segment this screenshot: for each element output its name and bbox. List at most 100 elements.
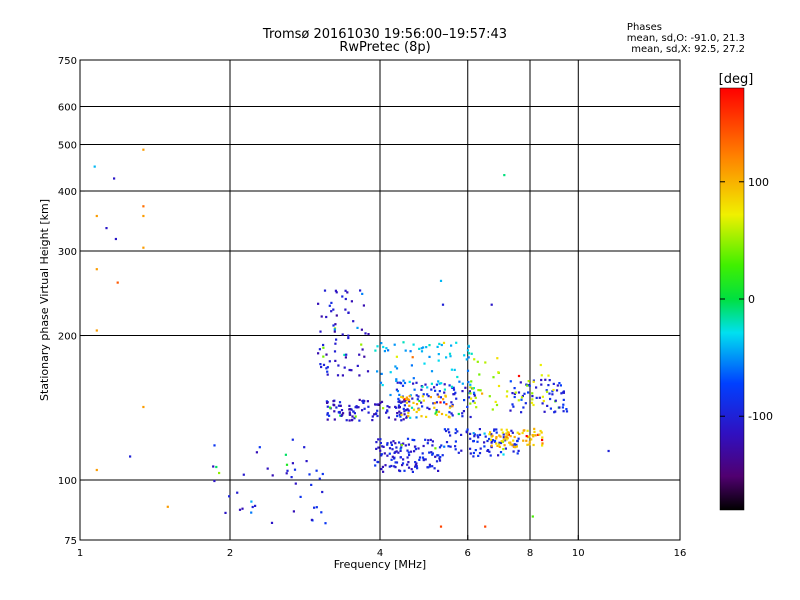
data-point <box>497 454 500 457</box>
data-point <box>393 465 396 468</box>
data-point <box>344 297 347 301</box>
data-point <box>422 346 425 349</box>
data-point <box>380 453 383 456</box>
data-point <box>371 419 374 422</box>
data-point <box>395 406 398 409</box>
data-point <box>523 392 526 395</box>
data-point <box>341 295 344 298</box>
data-point <box>396 390 399 393</box>
data-point <box>415 394 418 397</box>
data-point <box>540 431 543 434</box>
data-point <box>513 387 516 390</box>
data-point <box>505 438 508 441</box>
data-point <box>218 471 221 475</box>
data-point <box>469 437 472 440</box>
data-point <box>438 342 441 345</box>
chart-title-line-1: Tromsø 20161030 19:56:00–19:57:43 <box>262 27 508 42</box>
data-point <box>343 353 346 356</box>
data-point <box>513 392 516 395</box>
data-point <box>321 472 324 476</box>
data-point <box>414 465 417 468</box>
data-point <box>285 463 289 466</box>
data-point <box>380 400 384 403</box>
data-point <box>326 412 329 415</box>
data-point <box>318 477 321 480</box>
data-point <box>469 432 472 435</box>
data-point <box>318 348 321 351</box>
data-point <box>469 415 472 419</box>
data-point <box>422 444 425 448</box>
data-point <box>410 406 414 409</box>
data-point <box>407 409 410 412</box>
data-point <box>398 441 401 444</box>
data-point <box>477 389 480 392</box>
data-point <box>505 428 508 431</box>
data-point <box>454 428 457 431</box>
data-point <box>291 462 294 465</box>
data-point <box>403 381 407 385</box>
data-point <box>511 403 514 406</box>
data-point <box>532 379 535 382</box>
data-point <box>483 445 486 448</box>
data-point <box>363 407 366 410</box>
data-point <box>505 432 508 435</box>
data-point <box>513 445 517 449</box>
data-point <box>323 289 327 292</box>
data-point <box>333 328 336 331</box>
data-point <box>348 413 351 416</box>
data-point <box>348 419 351 422</box>
data-point <box>412 377 415 380</box>
data-point <box>517 449 520 452</box>
data-point <box>476 360 479 363</box>
data-point <box>466 405 469 408</box>
data-point <box>417 395 420 398</box>
data-point <box>347 336 350 340</box>
data-point <box>548 392 551 395</box>
data-point <box>341 333 344 336</box>
data-point <box>328 360 331 363</box>
data-point <box>461 415 464 418</box>
data-point <box>526 443 529 446</box>
data-point <box>428 463 431 466</box>
data-point <box>313 506 316 509</box>
data-point <box>382 470 385 473</box>
data-point <box>491 434 494 437</box>
data-point <box>558 382 561 385</box>
data-point <box>388 447 392 450</box>
data-point <box>361 348 364 351</box>
data-point <box>422 399 425 402</box>
data-point <box>499 441 503 445</box>
x-tick-label: 6 <box>465 548 471 559</box>
data-point <box>467 381 470 384</box>
data-point <box>351 418 354 421</box>
data-point <box>452 388 456 391</box>
data-point <box>411 438 414 441</box>
data-point <box>511 443 514 446</box>
data-point <box>521 431 524 435</box>
data-point <box>499 435 502 438</box>
data-point <box>451 403 454 406</box>
data-point <box>497 384 501 388</box>
data-point <box>421 456 425 459</box>
data-point <box>413 439 416 442</box>
data-point <box>509 435 512 438</box>
data-point <box>514 391 517 394</box>
data-point <box>490 441 493 444</box>
data-point <box>473 358 476 361</box>
data-point <box>395 378 398 381</box>
data-point <box>334 342 337 345</box>
data-point <box>560 392 563 395</box>
data-point <box>236 491 239 494</box>
data-point <box>426 393 429 396</box>
data-point <box>406 456 409 459</box>
data-point <box>413 388 416 391</box>
data-point <box>414 461 417 464</box>
data-point <box>491 408 494 411</box>
data-point <box>380 342 383 345</box>
data-point <box>363 355 366 358</box>
data-point <box>105 227 108 230</box>
data-point <box>255 451 258 454</box>
data-point <box>562 403 565 406</box>
data-point <box>407 443 410 446</box>
data-point <box>401 462 405 465</box>
